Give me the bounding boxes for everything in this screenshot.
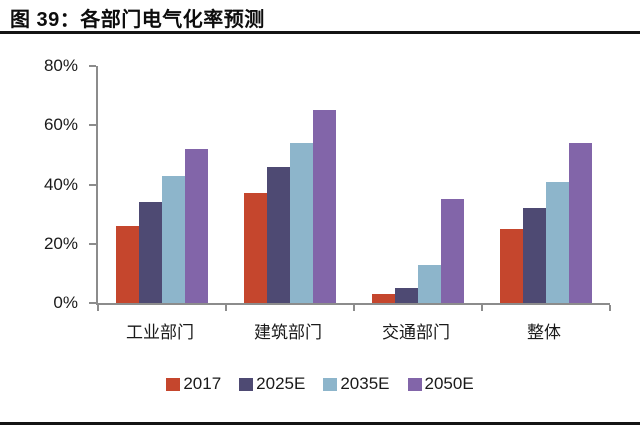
legend-item-2017: 2017 xyxy=(166,374,221,394)
bar-2017-整体 xyxy=(500,228,523,303)
x-axis-labels: 工业部门 建筑部门 交通部门 整体 xyxy=(96,318,608,343)
figure-header: 图 39：各部门电气化率预测 xyxy=(0,0,640,34)
y-tick-label: 80% xyxy=(43,56,78,75)
y-tick-label: 60% xyxy=(43,115,78,135)
y-tick-mark xyxy=(89,183,96,186)
legend-swatch-icon xyxy=(407,377,422,391)
bottom-rule xyxy=(0,422,640,425)
bar-2017-交通部门 xyxy=(372,294,395,303)
bar-2025E-整体 xyxy=(523,208,546,303)
bar-2035E-交通部门 xyxy=(418,264,441,303)
bar-2050E-工业部门 xyxy=(185,148,208,303)
figure-title: 图 39：各部门电气化率预测 xyxy=(10,9,265,31)
x-category-label: 工业部门 xyxy=(126,323,194,342)
legend-swatch-icon xyxy=(239,377,254,391)
legend-label: 2025E xyxy=(256,374,306,393)
bar-group-4 xyxy=(482,66,610,303)
x-tick-mark xyxy=(225,305,227,311)
x-tick-mark xyxy=(481,305,483,311)
bar-2025E-建筑部门 xyxy=(267,166,290,303)
bar-2017-建筑部门 xyxy=(244,193,267,303)
legend-swatch-icon xyxy=(166,377,181,391)
x-tick-mark xyxy=(353,305,355,311)
bar-chart: 0% 20% 40% 60% 80% 工业部门 建筑部门 交通部门 整体 2017 2025E 2… xyxy=(0,34,640,423)
legend-item-2025E: 2025E xyxy=(239,374,305,394)
legend-label: 2017 xyxy=(183,374,222,393)
chart-legend: 2017 2025E 2035E 2050E xyxy=(0,374,640,394)
bar-2050E-建筑部门 xyxy=(313,110,336,303)
legend-label: 2050E xyxy=(424,374,474,393)
bar-2025E-工业部门 xyxy=(139,202,162,303)
plot-area xyxy=(89,65,611,311)
bar-group-1 xyxy=(98,66,226,303)
bar-2035E-工业部门 xyxy=(162,175,185,303)
y-tick-mark xyxy=(89,302,96,304)
x-tick-mark xyxy=(97,305,99,311)
bar-2035E-建筑部门 xyxy=(290,143,313,303)
y-tick-mark xyxy=(89,124,96,127)
legend-item-2050E: 2050E xyxy=(407,374,474,394)
y-tick-label: 40% xyxy=(43,174,78,194)
x-tick-mark xyxy=(609,305,611,311)
bar-2035E-整体 xyxy=(546,181,569,303)
legend-label: 2035E xyxy=(340,374,390,393)
bar-group-3 xyxy=(354,66,482,303)
legend-swatch-icon xyxy=(323,377,338,391)
y-tick-label: 20% xyxy=(43,233,78,253)
x-category-label: 交通部门 xyxy=(382,323,450,342)
y-tick-mark xyxy=(89,242,96,245)
legend-item-2035E: 2035E xyxy=(323,374,390,394)
x-category-label: 整体 xyxy=(527,323,561,342)
x-category-label: 建筑部门 xyxy=(254,323,322,342)
bar-2017-工业部门 xyxy=(116,225,139,303)
y-tick-mark xyxy=(89,65,96,67)
y-axis: 0% 20% 40% 60% 80% xyxy=(0,56,86,312)
bar-2050E-整体 xyxy=(569,143,592,303)
bar-2050E-交通部门 xyxy=(441,199,464,303)
bar-2025E-交通部门 xyxy=(395,288,418,303)
y-tick-label: 0% xyxy=(53,293,78,312)
bar-group-2 xyxy=(226,66,354,303)
